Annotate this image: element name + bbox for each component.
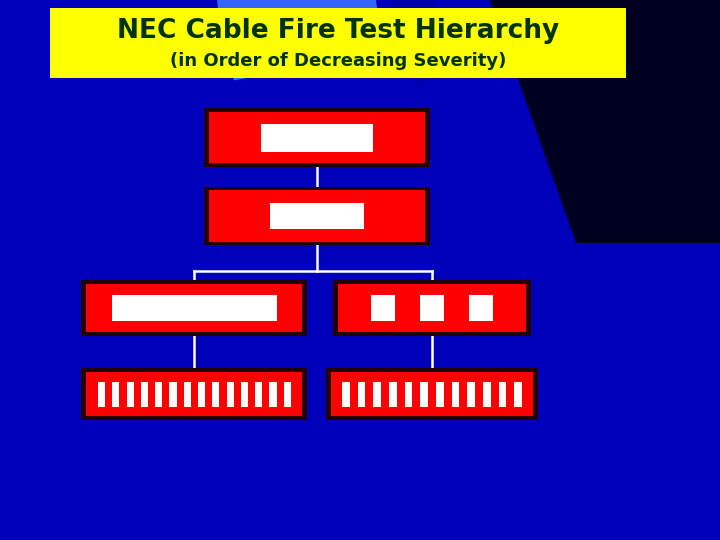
Bar [191,382,198,407]
Bar [276,382,284,407]
Polygon shape [389,0,703,84]
Bar [234,382,241,407]
Bar [381,382,389,407]
Bar [270,203,364,229]
Text: NEC Cable Fire Test Hierarchy: NEC Cable Fire Test Hierarchy [117,18,559,44]
Bar [98,382,291,407]
Bar [86,372,302,416]
Bar [506,382,514,407]
Polygon shape [216,0,638,80]
Bar [148,382,155,407]
Bar [350,382,358,407]
Bar [105,382,112,407]
Bar [134,382,141,407]
Bar [331,372,533,416]
Polygon shape [490,0,720,243]
Bar [326,368,538,420]
Bar [162,382,169,407]
Bar [261,124,373,152]
Bar [81,368,307,420]
Bar [50,8,626,78]
Bar [262,382,269,407]
Bar [209,191,425,241]
Bar [205,382,212,407]
Bar [413,382,420,407]
Bar [475,382,483,407]
Bar [220,382,227,407]
Bar [444,295,469,321]
Bar [112,295,277,321]
Bar [204,186,430,245]
Bar [491,382,498,407]
Bar [204,108,430,167]
Bar [444,382,451,407]
Bar [459,382,467,407]
Bar [176,382,184,407]
Bar [120,382,127,407]
Text: (in Order of Decreasing Severity): (in Order of Decreasing Severity) [170,52,507,70]
Bar [366,382,373,407]
Bar [86,284,302,332]
Bar [248,382,255,407]
Bar [342,382,522,407]
Bar [371,295,493,321]
Bar [333,280,531,336]
Bar [81,280,307,336]
Bar [397,382,405,407]
Bar [395,295,420,321]
Bar [338,284,526,332]
Bar [428,382,436,407]
Bar [209,112,425,163]
